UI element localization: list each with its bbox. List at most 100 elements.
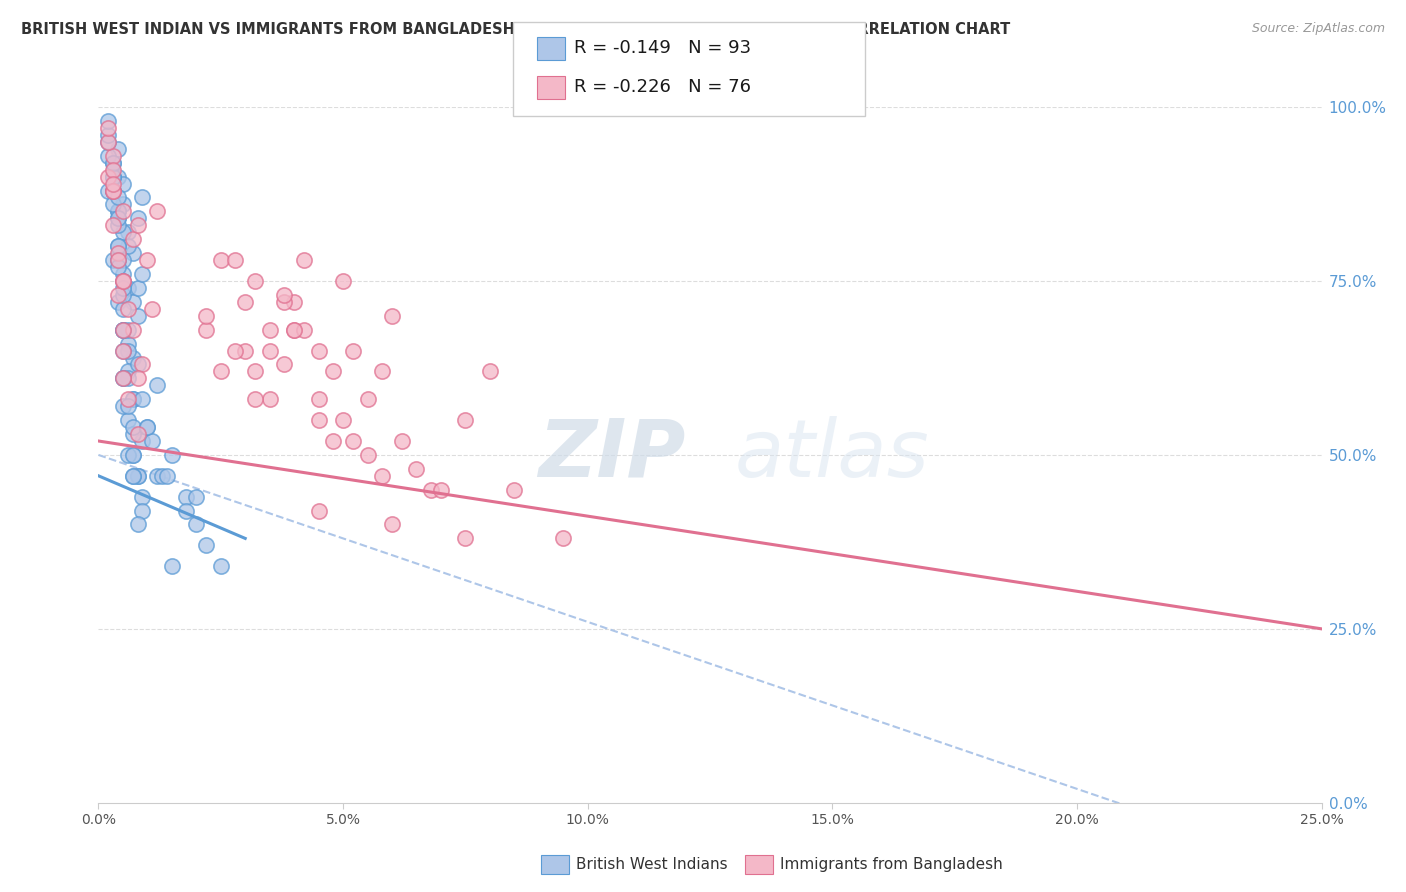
Point [117,301,139,316]
Point [121,468,143,483]
Point [121,420,143,434]
Point [117,392,139,407]
Point [111,301,134,316]
Point [127,517,149,532]
Point [121,468,143,483]
Point [243,392,266,407]
Point [121,232,143,246]
Point [150,468,173,483]
Point [111,288,134,302]
Point [131,190,153,204]
Point [107,260,129,274]
Text: atlas: atlas [734,416,929,494]
Point [127,427,149,442]
Point [121,392,143,407]
Text: Immigrants from Bangladesh: Immigrants from Bangladesh [780,857,1002,871]
Point [209,253,232,268]
Point [117,323,139,337]
Point [136,420,159,434]
Point [117,343,139,358]
Point [101,155,124,169]
Point [127,219,149,233]
Point [111,323,134,337]
Point [308,343,330,358]
Point [111,225,134,239]
Point [117,399,139,413]
Point [224,253,246,268]
Point [121,427,143,442]
Text: British West Indians: British West Indians [576,857,728,871]
Text: R = -0.149   N = 93: R = -0.149 N = 93 [574,39,751,57]
Point [186,490,208,504]
Point [107,211,129,226]
Point [101,155,124,169]
Point [101,169,124,184]
Point [503,483,526,497]
Point [176,503,198,517]
Point [131,267,153,281]
Point [356,448,378,462]
Point [127,281,149,295]
Point [127,371,149,385]
Point [107,253,129,268]
Point [308,392,330,407]
Point [117,239,139,253]
Point [107,246,129,260]
Point [131,392,153,407]
Point [107,169,129,184]
Point [121,323,143,337]
Point [111,343,134,358]
Point [146,468,169,483]
Point [478,364,501,378]
Point [454,413,477,427]
Point [97,114,120,128]
Point [101,177,124,191]
Point [131,490,153,504]
Point [141,301,163,316]
Point [292,323,315,337]
Point [131,503,153,517]
Point [160,559,183,574]
Text: BRITISH WEST INDIAN VS IMMIGRANTS FROM BANGLADESH 2 OR MORE VEHICLES IN HOUSEHOL: BRITISH WEST INDIAN VS IMMIGRANTS FROM B… [21,22,1011,37]
Point [111,204,134,219]
Point [243,274,266,288]
Text: Source: ZipAtlas.com: Source: ZipAtlas.com [1251,22,1385,36]
Point [136,420,159,434]
Point [107,204,129,219]
Point [101,219,124,233]
Point [121,351,143,365]
Point [107,288,129,302]
Point [131,434,153,448]
Text: ZIP: ZIP [538,416,686,494]
Point [111,323,134,337]
Point [111,371,134,385]
Text: R = -0.226   N = 76: R = -0.226 N = 76 [574,78,751,96]
Point [107,219,129,233]
Point [117,364,139,378]
Point [107,204,129,219]
Point [195,323,218,337]
Point [97,128,120,142]
Point [136,253,159,268]
Point [101,169,124,184]
Point [117,281,139,295]
Point [111,274,134,288]
Point [259,343,281,358]
Point [381,517,404,532]
Point [101,149,124,163]
Point [111,197,134,211]
Point [186,517,208,532]
Point [322,434,344,448]
Point [111,177,134,191]
Point [322,364,344,378]
Point [356,392,378,407]
Point [117,448,139,462]
Point [117,336,139,351]
Point [342,434,364,448]
Point [127,309,149,323]
Point [160,448,183,462]
Point [121,294,143,309]
Point [371,364,394,378]
Point [371,468,394,483]
Point [111,371,134,385]
